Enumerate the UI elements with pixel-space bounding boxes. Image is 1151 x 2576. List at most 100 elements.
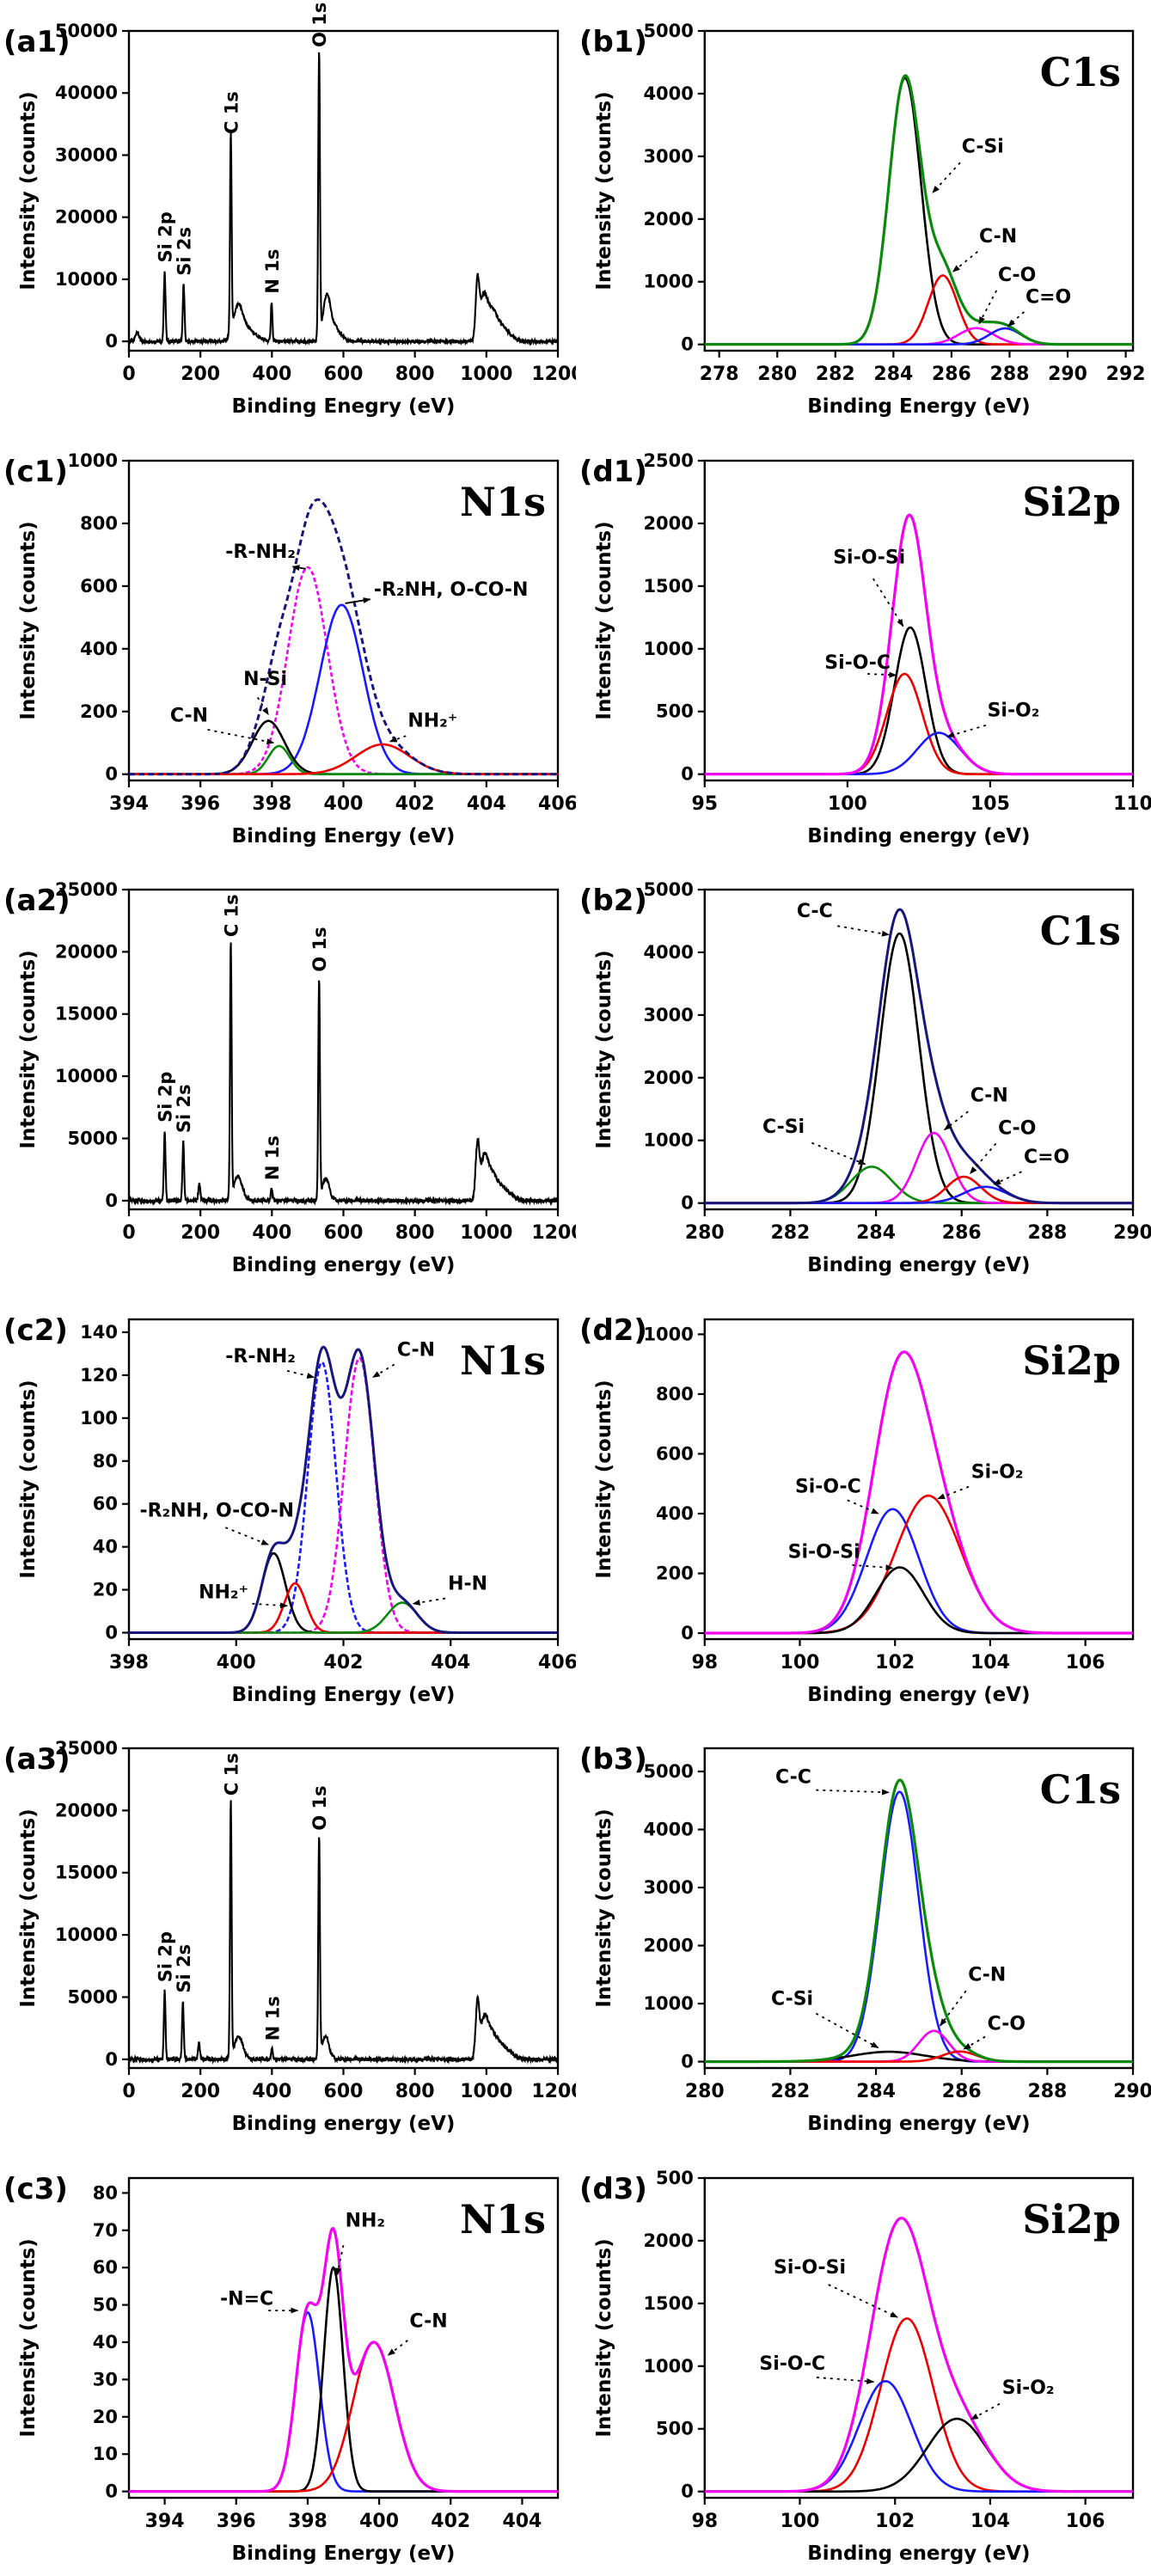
annotation-label: Si-O-Si <box>774 2257 846 2279</box>
y-tick-label: 50000 <box>55 21 118 41</box>
curves-group <box>129 1345 558 1634</box>
curve--R-NH₂ <box>129 1361 558 1634</box>
panel-title: N1s <box>460 1337 546 1384</box>
y-tick-label: 1500 <box>643 2293 693 2314</box>
x-tick-label: 400 <box>359 2511 399 2532</box>
annotation-label: C-N <box>970 1086 1008 1107</box>
chart-c3: 0 10 20 30 40 50 60 70 80 394 396 398 400 402 404 Bindi… <box>3 2172 560 2565</box>
curve-Si-O₂ <box>704 2417 1134 2493</box>
panel-title: Si2p <box>1022 1337 1121 1384</box>
x-axis-title: Binding Energy (eV) <box>232 825 456 847</box>
x-tick-label: 290 <box>1048 364 1087 385</box>
annotation-label: H-N <box>448 1574 487 1595</box>
panel-label: (b1) <box>579 25 647 59</box>
annotation-label: Si-O-Si <box>833 548 905 569</box>
annotation-label: C-N <box>409 2311 447 2333</box>
y-tick-label: 70 <box>93 2220 118 2241</box>
chart-a1: 0 10000 20000 30000 40000 50000 0 200 400 600 800 1… <box>3 3 576 418</box>
annotation-label: NH₂⁺ <box>199 1582 248 1604</box>
x-tick-label: 284 <box>873 364 913 385</box>
y-tick-label: 200 <box>80 701 118 722</box>
x-tick-label: 288 <box>990 364 1030 385</box>
x-tick-label: 106 <box>1066 1652 1105 1673</box>
annotation-label: Si-O-C <box>795 1477 861 1498</box>
y-tick-label: 200 <box>656 1563 694 1583</box>
x-tick-label: 406 <box>538 1652 576 1673</box>
annotation-arrow <box>993 1171 1022 1185</box>
annotation-arrow <box>387 2340 408 2356</box>
y-axis-title: Intensity (counts) <box>17 2238 40 2437</box>
y-tick-label: 140 <box>80 1322 118 1343</box>
annotation-arrow <box>1007 311 1025 327</box>
x-tick-label: 95 <box>691 793 718 815</box>
x-tick-label: 102 <box>875 2511 915 2532</box>
panel-b2: 0 1000 2000 3000 4000 5000 280 282 284 286 288 290 B… <box>576 859 1151 1288</box>
y-tick-label: 0 <box>681 334 694 355</box>
y-axis-title: Intensity (counts) <box>593 91 615 290</box>
curve-C-N <box>129 1356 558 1634</box>
plot-box <box>703 1318 1135 1641</box>
panel-title: C1s <box>1040 49 1121 95</box>
curve-N-Si <box>129 719 558 775</box>
annotation-label: C-N <box>979 226 1017 248</box>
peak-label: Si 2p <box>156 211 176 262</box>
annotation-arrow <box>828 2284 898 2318</box>
y-tick-label: 0 <box>105 331 118 352</box>
x-tick-label: 600 <box>324 364 364 385</box>
annotation-label: Si-O₂ <box>971 1461 1024 1483</box>
curve-Si-O-Si <box>704 2317 1134 2493</box>
x-tick-label: 396 <box>217 2511 256 2532</box>
x-tick-label: 284 <box>856 1222 896 1244</box>
x-tick-label: 0 <box>122 364 135 385</box>
y-tick-label: 800 <box>80 513 118 534</box>
x-tick-label: 396 <box>181 793 220 815</box>
annotation-arrow <box>816 2377 875 2384</box>
curve-Si-O-C <box>704 1508 1134 1635</box>
x-axis-title: Binding Energy (eV) <box>807 395 1030 418</box>
annotation-label: C-O <box>988 2013 1025 2034</box>
y-tick-label: 600 <box>80 576 118 597</box>
plot-box <box>127 2176 560 2500</box>
plot-box <box>703 888 1135 1211</box>
curves-group <box>704 1778 1134 2064</box>
panel-label: (b2) <box>579 884 647 918</box>
curves-group <box>129 942 558 1207</box>
y-tick-label: 10000 <box>55 269 118 290</box>
panel-label: (c1) <box>3 455 68 489</box>
y-tick-label: 40 <box>93 1537 118 1557</box>
y-tick-label: 1000 <box>643 639 693 659</box>
y-tick-label: 600 <box>656 1443 694 1464</box>
annotation-label: NH₂ <box>346 2210 385 2231</box>
y-tick-label: 15000 <box>55 1004 118 1025</box>
curve-C-O <box>704 2050 1134 2063</box>
y-tick-label: 0 <box>105 2481 118 2502</box>
x-tick-label: 394 <box>145 2511 185 2532</box>
plot-box <box>703 2176 1135 2500</box>
curve-H-N <box>129 1601 558 1634</box>
panel-a2: 0 5000 10000 15000 20000 25000 0 200 400 600 800 10… <box>0 859 576 1288</box>
annotation-label: Si-O-Si <box>788 1541 860 1563</box>
annotation-arrow <box>937 1485 970 1500</box>
x-tick-label: 1200 <box>531 364 576 385</box>
x-tick-label: 398 <box>109 1652 149 1673</box>
y-tick-label: 1000 <box>643 2356 693 2377</box>
survey-curve <box>129 1800 558 2065</box>
annotation-arrow <box>345 597 371 604</box>
curves-group <box>129 2226 558 2493</box>
x-tick-label: 800 <box>395 1222 435 1244</box>
curves-group <box>704 908 1134 1205</box>
panel-d2: 0 200 400 600 800 1000 98 100 102 104 106 Binding e… <box>576 1288 1151 1718</box>
y-tick-label: 80 <box>93 1451 118 1472</box>
y-axis-title: Intensity (counts) <box>17 950 40 1148</box>
curve-C-O <box>704 1175 1134 1204</box>
curve--R₂NH, O-CO-N <box>129 1551 558 1634</box>
x-tick-label: 398 <box>288 2511 328 2532</box>
y-tick-label: 2000 <box>643 1068 693 1088</box>
peak-label: Si 2s <box>174 1944 194 1993</box>
x-tick-label: 402 <box>324 1652 364 1673</box>
y-tick-label: 5000 <box>643 21 693 41</box>
y-tick-label: 40000 <box>55 83 118 103</box>
x-axis-title: Binding energy (eV) <box>807 2113 1030 2135</box>
x-tick-label: 1200 <box>531 1222 576 1244</box>
